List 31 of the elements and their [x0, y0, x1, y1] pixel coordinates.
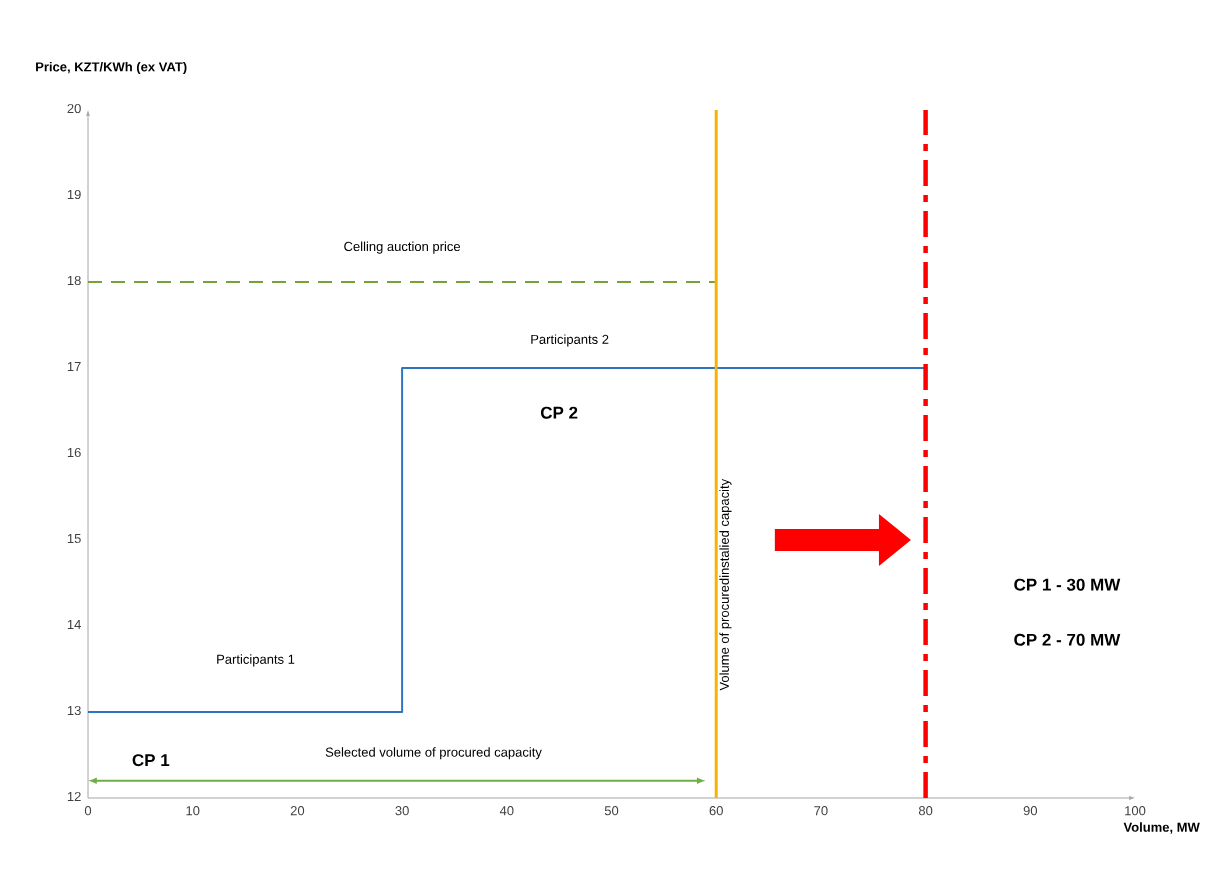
- annotation: Participants 1: [217, 654, 295, 667]
- annotation: CP 2 - 70 MW: [1014, 633, 1121, 646]
- x-tick-label: 100: [1125, 806, 1146, 816]
- y-tick-label: 18: [67, 275, 81, 286]
- x-tick-label: 30: [395, 806, 409, 816]
- y-tick-label: 16: [67, 447, 81, 458]
- annotation: CP 2: [540, 406, 578, 419]
- y-tick-label: 17: [67, 362, 81, 371]
- annotation: Celling auction price: [344, 241, 461, 254]
- x-tick-label: 70: [814, 806, 828, 816]
- x-tick-label: 90: [1023, 806, 1038, 816]
- x-tick-label: 60: [709, 806, 723, 816]
- x-tick-label: 80: [918, 806, 933, 816]
- annotation: Participants 2: [531, 334, 609, 347]
- x-tick-label: 40: [499, 806, 514, 816]
- annotation: CP 1: [132, 754, 170, 767]
- x-tick-label: 0: [84, 806, 92, 816]
- y-tick-label: 15: [67, 534, 81, 544]
- annotation: CP 1 - 30 MW: [1014, 578, 1121, 591]
- y-tick-label: 12: [67, 791, 81, 801]
- x-tick-label: 10: [186, 806, 200, 816]
- ref-line-label: Volume of procuredinstalied capacity: [719, 478, 732, 691]
- y-tick-label: 14: [67, 620, 81, 629]
- x-tick-label: 50: [604, 806, 619, 816]
- y-axis-title: Price, KZT/KWh (ex VAT): [36, 61, 187, 75]
- y-tick-label: 13: [67, 705, 81, 716]
- x-axis-title: Volume, MW: [1123, 822, 1200, 834]
- annotation: Selected volume of procured capacity: [325, 747, 542, 760]
- x-tick-label: 20: [290, 806, 305, 816]
- y-tick-label: 20: [67, 103, 81, 114]
- y-tick-label: 19: [67, 189, 81, 200]
